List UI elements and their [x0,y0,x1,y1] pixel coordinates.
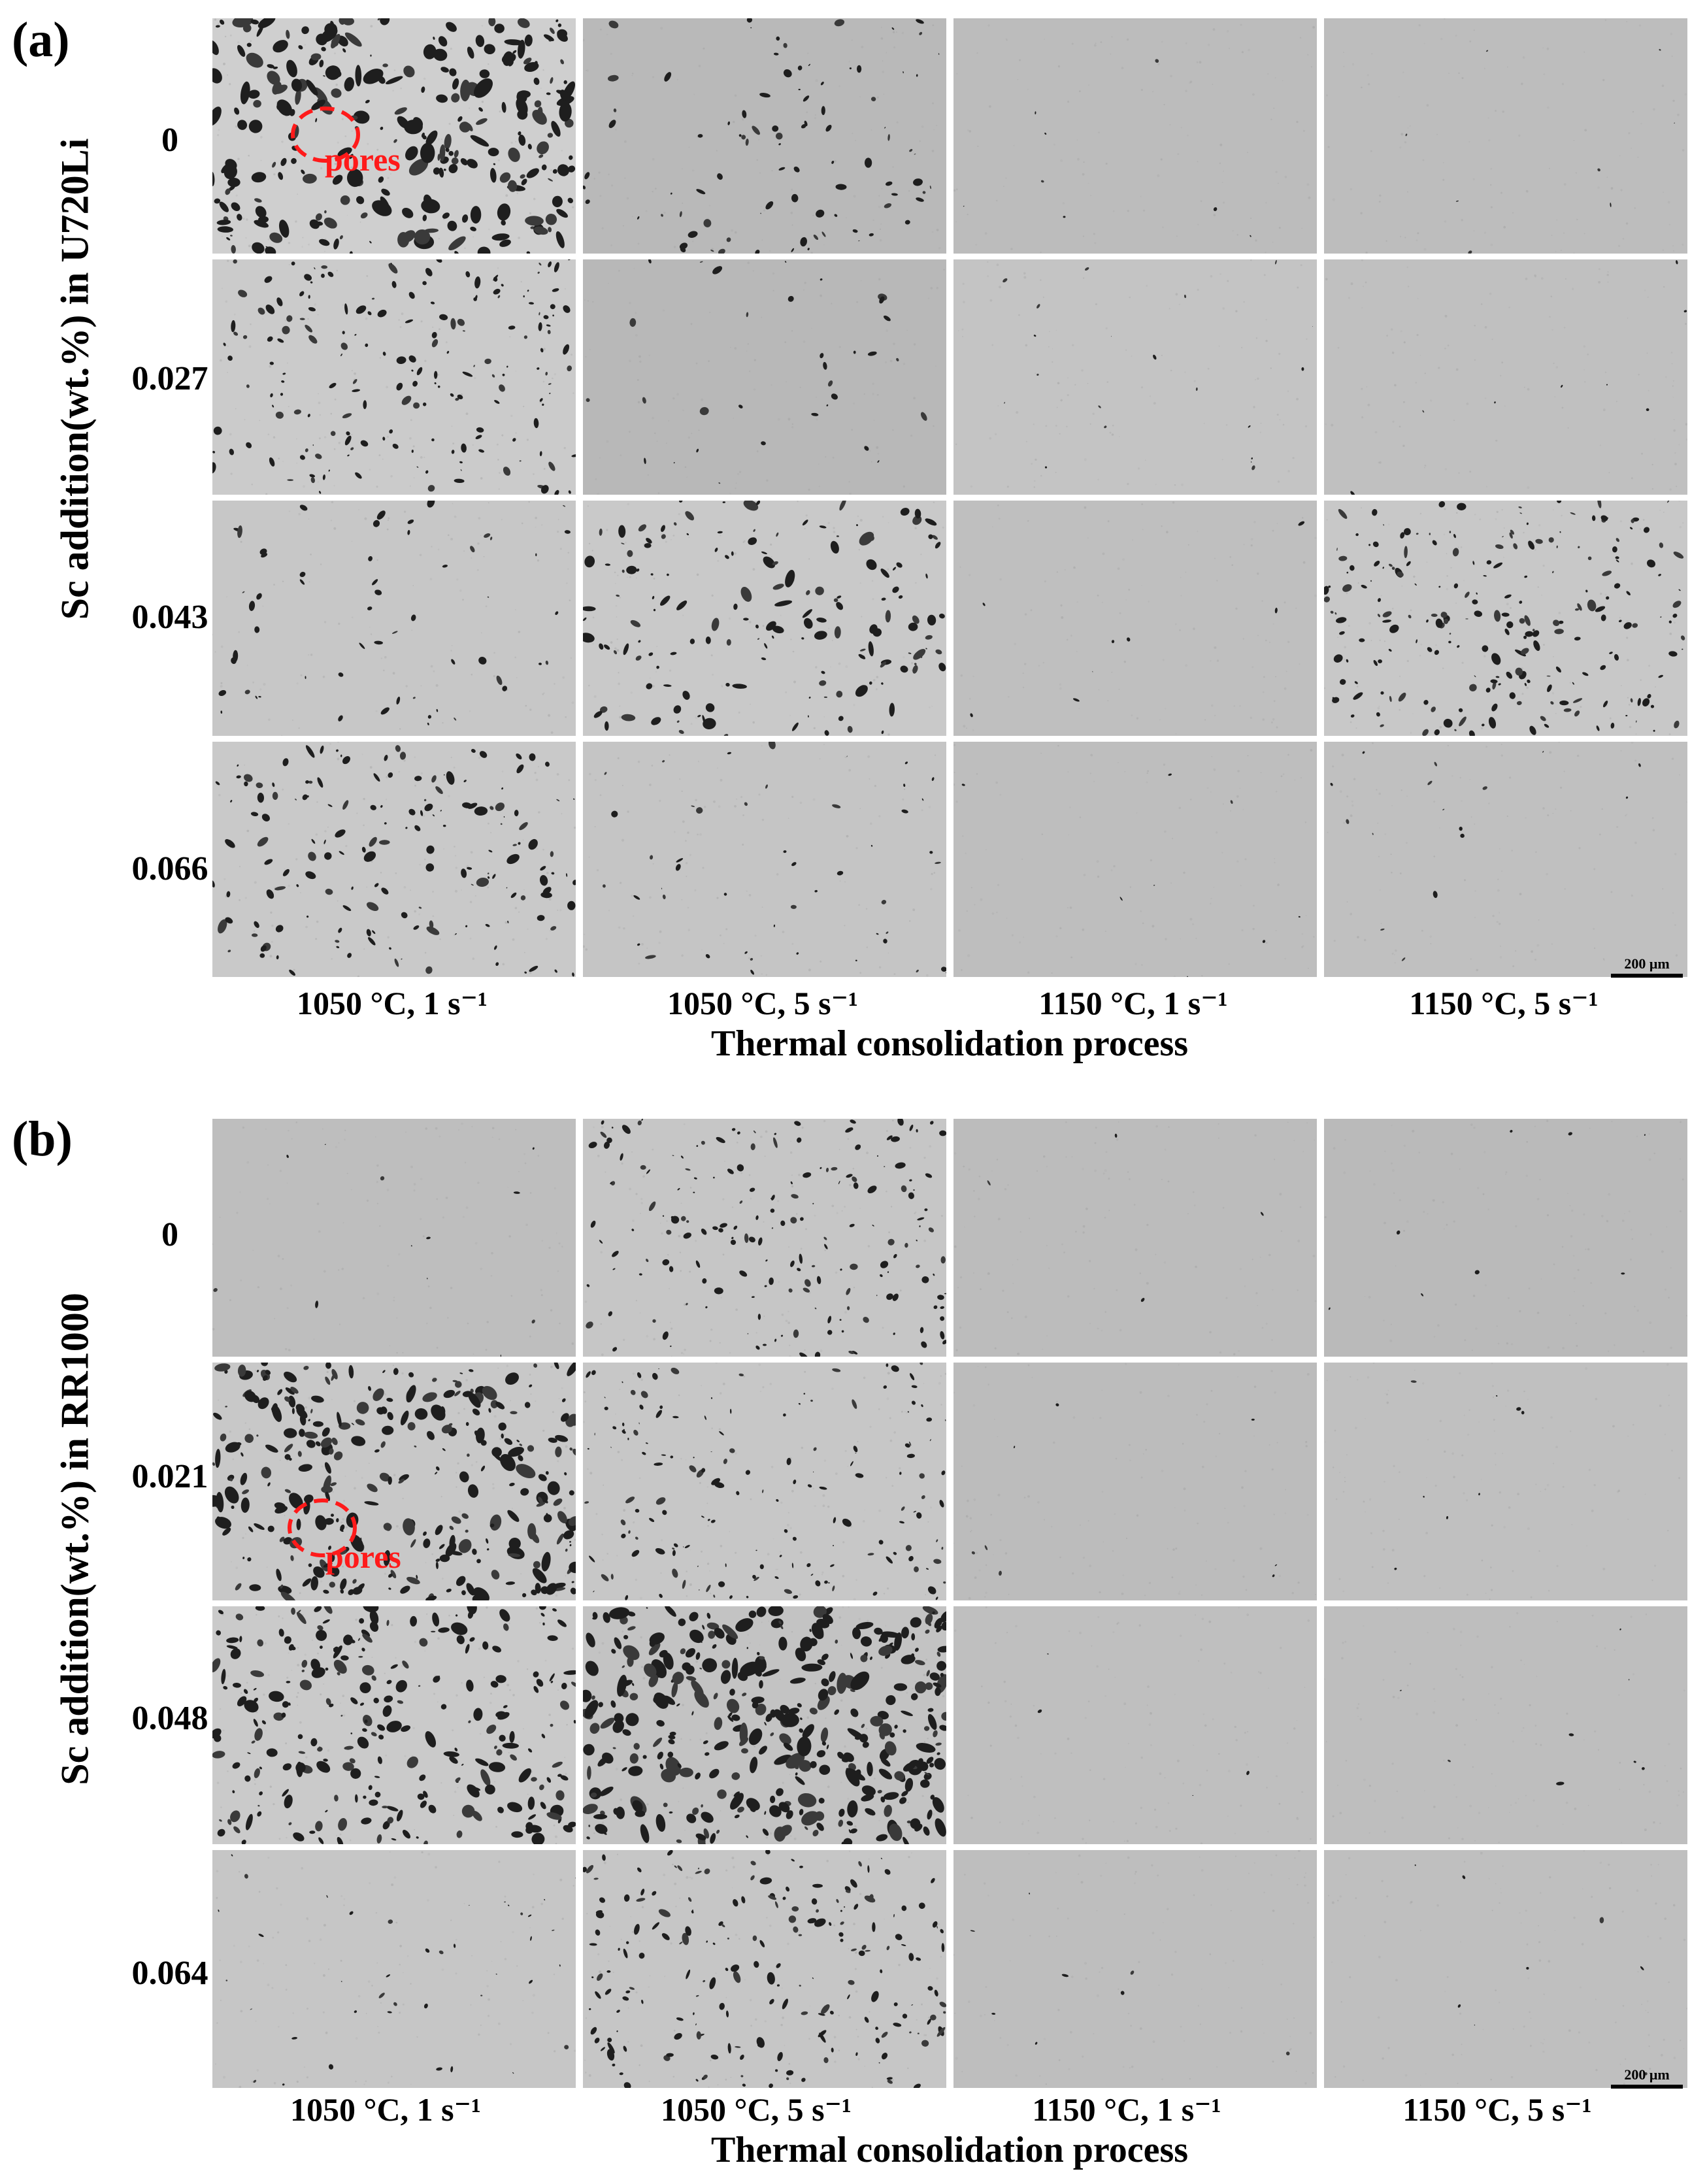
panel-a-pores-label: pores [325,141,401,178]
panel-b-micrograph-r2-c3 [1324,1606,1687,1844]
panel-b-scale-bar: 200 μm [1611,2066,1683,2089]
panel-a-col-label-1: 1050 °C, 5 s⁻¹ [667,985,858,1021]
panel-b-micrograph-r3-c2 [953,1850,1317,2088]
panel-b-micrograph-r1-c3 [1324,1363,1687,1600]
panel-a-micrograph-r0-c2 [953,18,1317,254]
panel-a-micrograph-r1-c2 [953,259,1317,495]
panel-b-label: (b) [12,1112,73,1166]
panel-a-micrograph-r3-c0 [212,742,576,977]
panel-b-micrograph-r2-c0 [212,1606,576,1844]
panel-b-pores-circle [288,1498,357,1557]
panel-b-row-label-2: 0.048 [131,1700,208,1737]
panel-b-pores-label: pores [325,1538,401,1575]
panel-a-col-label-0: 1050 °C, 1 s⁻¹ [297,985,488,1021]
panel-a-micrograph-r3-c1 [583,742,946,977]
panel-a-row-label-0: 0 [161,122,178,159]
panel-b-scale-bar-label: 200 μm [1624,2066,1670,2083]
panel-b-micrograph-grid [212,1119,1687,2088]
panel-a-pores-circle [291,107,360,163]
panel-a-micrograph-r1-c0 [212,259,576,495]
panel-b-micrograph-r2-c2 [953,1606,1317,1844]
panel-b-col-label-1: 1050 °C, 5 s⁻¹ [661,2091,852,2128]
panel-b-micrograph-r3-c0 [212,1850,576,2088]
panel-b-micrograph-r3-c1 [583,1850,946,2088]
panel-a-scale-bar: 200 μm [1611,955,1683,978]
panel-a-micrograph-r2-c3 [1324,501,1687,736]
panel-b-micrograph-r1-c1 [583,1363,946,1600]
panel-b-row-label-0: 0 [161,1216,178,1253]
panel-b-micrograph-r3-c3 [1324,1850,1687,2088]
panel-b-micrograph-r1-c0 [212,1363,576,1600]
panel-a-x-axis-label: Thermal consolidation process [710,1023,1189,1064]
panel-a-micrograph-r1-c1 [583,259,946,495]
panel-a-row-label-1: 0.027 [131,360,208,397]
panel-a-y-axis-label: Sc addition(wt.%) in U720Li [53,138,97,620]
panel-a-micrograph-r2-c1 [583,501,946,736]
panel-a-scale-bar-label: 200 μm [1624,955,1670,972]
panel-b-scale-bar-line [1611,2085,1683,2089]
panel-b-micrograph-r0-c1 [583,1119,946,1357]
panel-b-col-label-0: 1050 °C, 1 s⁻¹ [290,2091,481,2128]
panel-a-micrograph-r3-c2 [953,742,1317,977]
panel-a-col-label-2: 1150 °C, 1 s⁻¹ [1038,985,1228,1021]
panel-a-col-label-3: 1150 °C, 5 s⁻¹ [1409,985,1599,1021]
panel-a-micrograph-r0-c3 [1324,18,1687,254]
panel-b-row-label-3: 0.064 [131,1955,208,1992]
panel-a-micrograph-r2-c0 [212,501,576,736]
panel-a-micrograph-r0-c1 [583,18,946,254]
panel-a-row-label-2: 0.043 [131,599,208,636]
panel-b-micrograph-r1-c2 [953,1363,1317,1600]
panel-a-label: (a) [12,12,70,67]
panel-b-micrograph-r2-c1 [583,1606,946,1844]
panel-a-scale-bar-line [1611,974,1683,978]
panel-a-micrograph-r2-c2 [953,501,1317,736]
panel-b-micrograph-r0-c0 [212,1119,576,1357]
panel-a-micrograph-grid [212,18,1687,977]
panel-b-y-axis-label: Sc addition(wt.%) in RR1000 [53,1293,97,1785]
panel-a-micrograph-r3-c3 [1324,742,1687,977]
panel-b-x-axis-label: Thermal consolidation process [710,2130,1189,2170]
panel-b-micrograph-r0-c2 [953,1119,1317,1357]
panel-a-micrograph-r0-c0 [212,18,576,254]
panel-b-col-label-2: 1150 °C, 1 s⁻¹ [1032,2091,1221,2128]
panel-b-col-label-3: 1150 °C, 5 s⁻¹ [1402,2091,1592,2128]
panel-b-micrograph-r0-c3 [1324,1119,1687,1357]
panel-b-row-label-1: 0.021 [131,1458,208,1495]
panel-a-micrograph-r1-c3 [1324,259,1687,495]
panel-a-row-label-3: 0.066 [131,850,208,887]
